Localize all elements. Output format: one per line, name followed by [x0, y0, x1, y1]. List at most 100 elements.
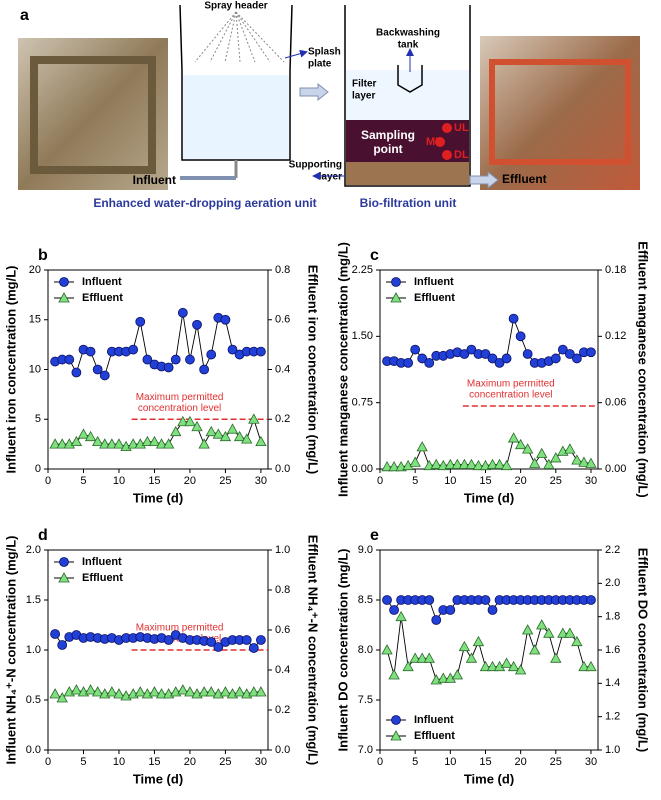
marker — [56, 692, 68, 703]
legend-label: Influent — [82, 556, 122, 568]
legend-label: Effluent — [414, 730, 455, 742]
marker — [586, 595, 596, 605]
y-axis-label: Influent NH₄⁺-N concentration (mg/L) — [3, 536, 18, 765]
x-tick-label: 0 — [377, 475, 383, 487]
y2-axis-label: Effluent DO concentration (mg/L) — [636, 548, 651, 752]
label: plate — [308, 59, 332, 70]
marker — [184, 686, 196, 697]
y2-tick-label: 1.2 — [605, 711, 620, 723]
marker — [424, 595, 435, 605]
marker — [550, 652, 562, 663]
x-axis-label: Time (d) — [464, 490, 514, 505]
y-axis-label: Influent iron concentration (mg/L) — [3, 266, 18, 474]
marker — [451, 669, 464, 680]
reference-label: concentration level — [469, 390, 552, 401]
marker — [543, 627, 555, 638]
label: layer — [319, 172, 342, 183]
y-tick-label: 9.0 — [358, 544, 373, 556]
marker — [508, 313, 519, 324]
marker — [522, 349, 533, 359]
marker — [472, 459, 485, 471]
marker — [70, 435, 83, 447]
marker — [206, 349, 217, 360]
marker — [71, 367, 82, 378]
y2-tick-label: 1.0 — [275, 544, 290, 556]
x-tick-label: 5 — [412, 475, 418, 487]
marker — [572, 353, 582, 364]
x-tick-label: 5 — [80, 475, 86, 487]
x-tick-label: 10 — [113, 475, 125, 487]
x-tick-label: 30 — [585, 475, 597, 487]
support-layer — [346, 162, 469, 185]
panel-label: e — [370, 527, 379, 544]
y2-tick-label: 2.0 — [605, 577, 620, 589]
marker — [445, 605, 456, 615]
x-tick-label: 0 — [45, 756, 51, 768]
y2-tick-label: 0.4 — [275, 664, 290, 676]
marker — [177, 307, 188, 318]
marker — [162, 438, 175, 449]
marker — [241, 433, 253, 444]
marker — [466, 344, 477, 355]
marker — [409, 652, 421, 663]
marker — [135, 316, 146, 327]
marker — [550, 353, 561, 364]
y2-tick-label: 0.2 — [275, 704, 290, 716]
marker — [219, 686, 232, 697]
photo-tank — [489, 59, 631, 165]
label: tank — [398, 40, 419, 51]
label: DL — [454, 149, 469, 161]
marker — [226, 423, 239, 434]
x-axis-label: Time (d) — [133, 490, 183, 505]
legend-label: Influent — [414, 276, 454, 288]
marker — [163, 362, 174, 373]
legend-marker — [59, 277, 69, 287]
marker — [248, 643, 259, 653]
marker — [241, 635, 252, 645]
marker — [487, 605, 498, 615]
y-tick-label: 0.00 — [352, 463, 373, 475]
x-tick-label: 25 — [550, 756, 562, 768]
marker — [536, 447, 548, 458]
marker — [564, 349, 575, 359]
y2-tick-label: 0.0 — [275, 463, 290, 475]
caption: Bio-filtration unit — [360, 196, 457, 210]
legend-label: Influent — [414, 714, 454, 726]
marker — [382, 595, 392, 605]
legend-marker — [391, 277, 401, 287]
marker — [77, 428, 90, 439]
x-tick-label: 15 — [479, 756, 491, 768]
marker — [212, 428, 225, 439]
legend-label: Effluent — [414, 292, 455, 304]
y-tick-label: 1.50 — [352, 330, 373, 342]
marker — [500, 459, 513, 471]
y2-tick-label: 2.2 — [605, 544, 620, 556]
x-tick-label: 10 — [444, 475, 456, 487]
marker — [571, 454, 583, 465]
label: Influent — [133, 173, 176, 187]
y-tick-label: 1.5 — [26, 594, 41, 606]
x-tick-label: 20 — [184, 475, 196, 487]
label: ML — [426, 136, 442, 148]
x-tick-label: 20 — [184, 756, 196, 768]
marker — [403, 357, 414, 368]
y2-tick-label: 0.2 — [275, 413, 290, 425]
marker — [148, 686, 161, 697]
y-tick-label: 5 — [35, 413, 41, 425]
marker — [142, 354, 153, 365]
arrow — [469, 170, 499, 190]
marker — [198, 438, 210, 449]
y2-tick-label: 1.8 — [605, 611, 620, 623]
marker — [529, 644, 541, 655]
marker — [514, 438, 527, 450]
legend-marker — [58, 292, 70, 303]
marker — [493, 458, 506, 469]
x-tick-label: 0 — [377, 756, 383, 768]
x-tick-label: 25 — [550, 475, 562, 487]
legend-label: Effluent — [82, 292, 123, 304]
marker — [486, 458, 499, 469]
y2-tick-label: 1.0 — [605, 744, 620, 756]
y2-axis-label: Effluent NH₄⁺-N concentration (mg/L) — [306, 535, 321, 765]
marker — [585, 457, 597, 468]
